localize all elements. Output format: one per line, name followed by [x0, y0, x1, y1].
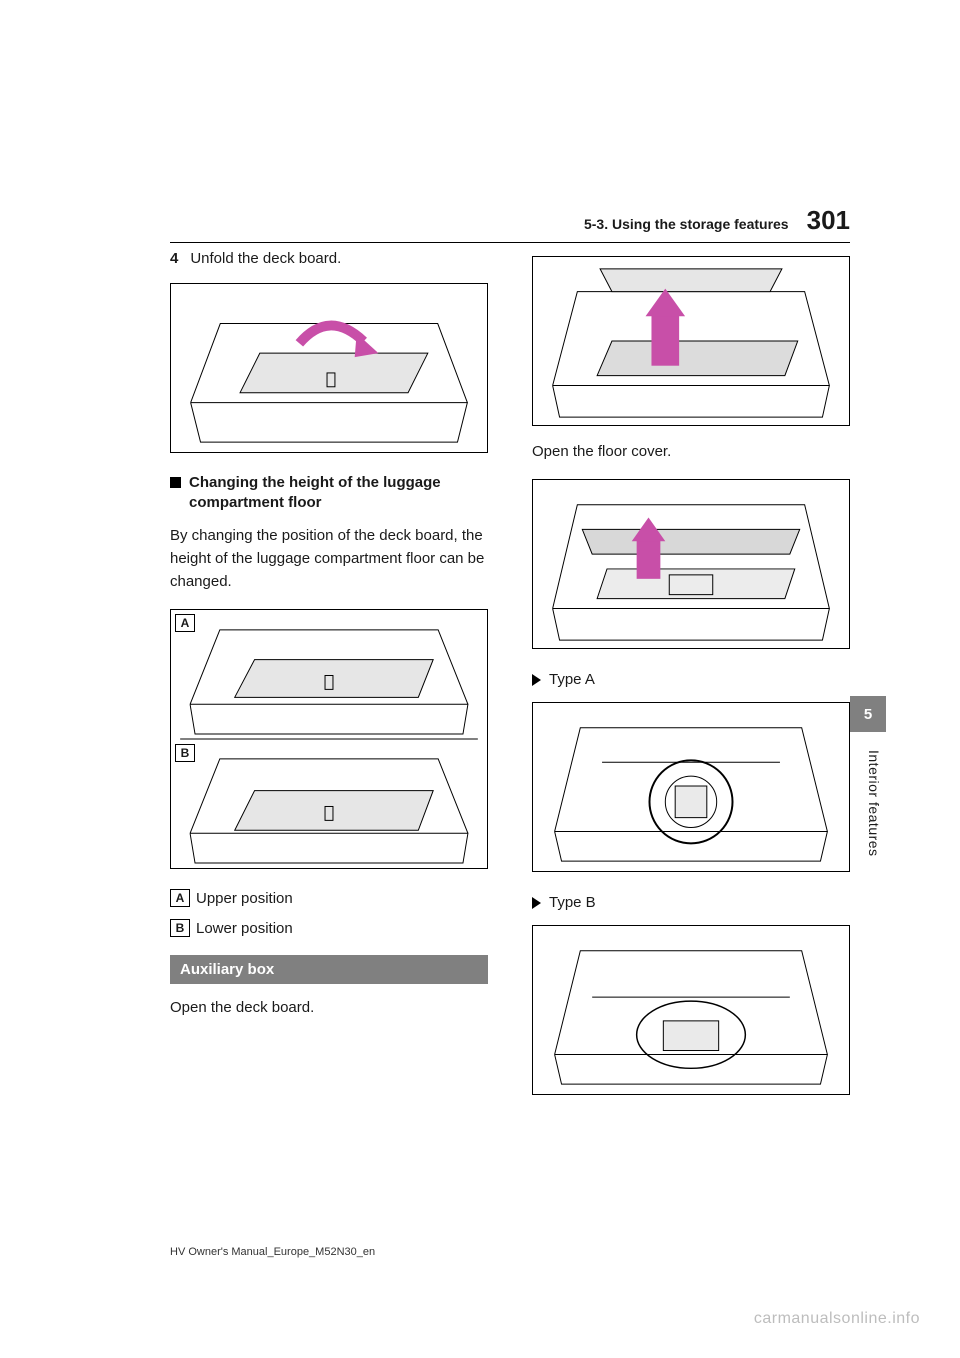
right-column: Open the floor cover. Type A [532, 250, 850, 1198]
figure-height-positions: A B [170, 609, 488, 869]
subheading-row: Changing the height of the luggage compa… [170, 473, 488, 514]
figure-label-a: A [175, 614, 195, 632]
aux-body: Open the deck board. [170, 996, 488, 1019]
type-a-row: Type A [532, 671, 850, 688]
legend-box-a: A [170, 889, 190, 907]
content-columns: 4 Unfold the deck board. Changing the he… [170, 250, 850, 1198]
manual-page: 5-3. Using the storage features 301 4 Un… [0, 0, 960, 1358]
chapter-tab: 5 [850, 696, 886, 732]
diagram-svg [533, 257, 849, 425]
figure-open-floor-cover [532, 479, 850, 649]
body-paragraph: By changing the position of the deck boa… [170, 524, 488, 594]
chapter-side-label: Interior features [866, 750, 882, 857]
diagram-svg [533, 926, 849, 1094]
type-b-label: Type B [549, 894, 596, 911]
section-bar-auxiliary-box: Auxiliary box [170, 955, 488, 984]
subheading-text: Changing the height of the luggage compa… [189, 473, 488, 514]
figure-type-a [532, 702, 850, 872]
open-floor-text: Open the floor cover. [532, 440, 850, 463]
legend-text-b: Lower position [196, 920, 293, 937]
step-number: 4 [170, 250, 178, 267]
figure-unfold-deck-board [170, 283, 488, 453]
figure-type-b [532, 925, 850, 1095]
header-rule [170, 242, 850, 243]
legend-b: B Lower position [170, 919, 488, 937]
footer-watermark: carmanualsonline.info [754, 1310, 920, 1328]
diagram-svg [533, 703, 849, 871]
diagram-svg [171, 610, 487, 868]
square-bullet-icon [170, 477, 181, 488]
diagram-svg [533, 480, 849, 648]
page-number: 301 [807, 205, 850, 236]
footer-doc-id: HV Owner's Manual_Europe_M52N30_en [170, 1246, 375, 1258]
left-column: 4 Unfold the deck board. Changing the he… [170, 250, 488, 1198]
type-b-row: Type B [532, 894, 850, 911]
legend-text-a: Upper position [196, 890, 293, 907]
type-a-label: Type A [549, 671, 595, 688]
figure-open-deck-board [532, 256, 850, 426]
legend-box-b: B [170, 919, 190, 937]
step-4: 4 Unfold the deck board. [170, 250, 488, 267]
page-header: 5-3. Using the storage features 301 [170, 205, 850, 243]
step-text: Unfold the deck board. [190, 250, 341, 267]
triangle-bullet-icon [532, 897, 541, 909]
section-label: 5-3. Using the storage features [584, 216, 789, 232]
triangle-bullet-icon [532, 674, 541, 686]
figure-label-b: B [175, 744, 195, 762]
diagram-svg [171, 284, 487, 452]
legend-a: A Upper position [170, 889, 488, 907]
